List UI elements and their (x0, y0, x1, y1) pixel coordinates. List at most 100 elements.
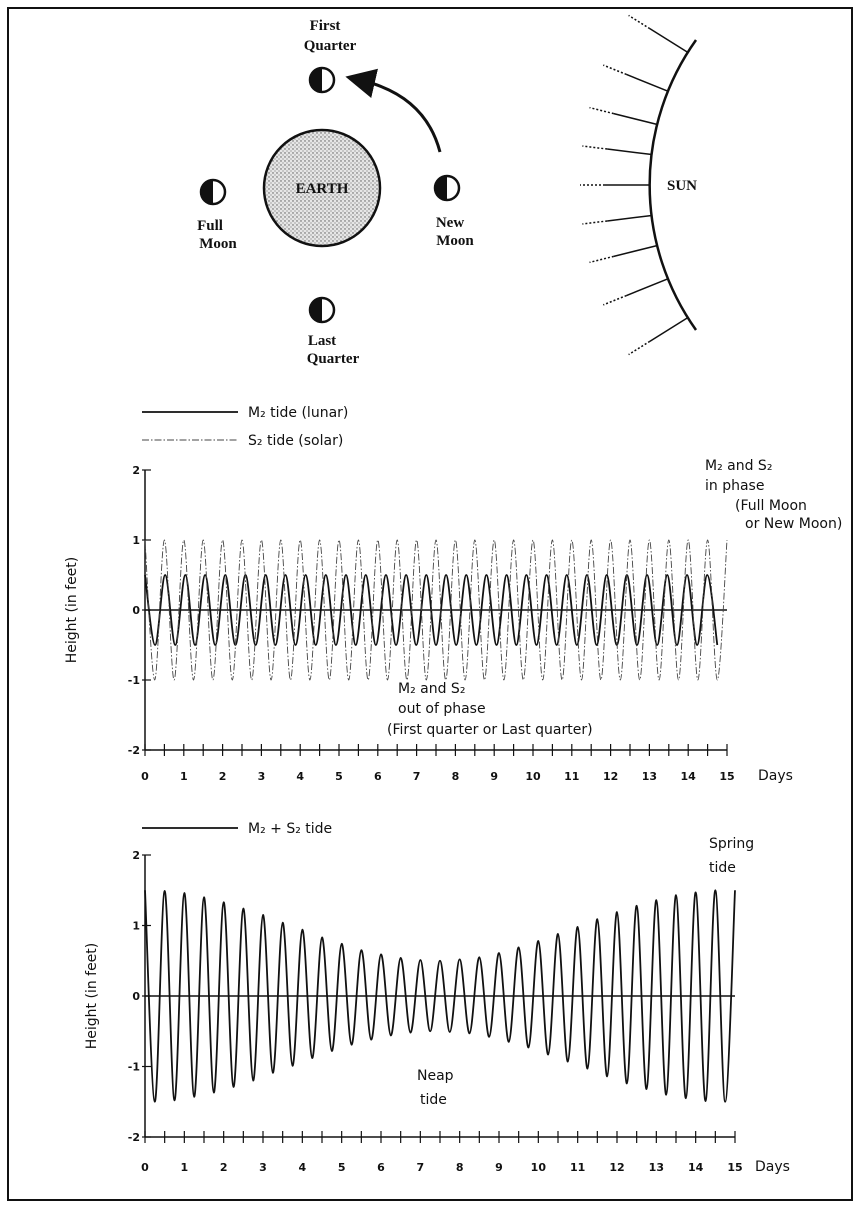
x-tick-label: 1 (180, 770, 188, 783)
label: SUN (667, 178, 697, 194)
ray-tip (603, 294, 627, 306)
ray (626, 73, 669, 93)
x-tick-label: 4 (299, 1161, 307, 1174)
x-tick-label: 15 (727, 1161, 742, 1174)
y-tick-label: -1 (128, 674, 140, 687)
x-tick-label: 6 (377, 1161, 385, 1174)
y-tick-label: -2 (128, 1131, 140, 1144)
x-tick-label: 11 (564, 770, 579, 783)
x-tick-label: 14 (681, 770, 697, 783)
annotation: (First quarter or Last quarter) (387, 722, 593, 738)
x-tick-label: 3 (258, 770, 266, 783)
x-axis-title: Days (758, 768, 793, 784)
y-axis-title: Height (in feet) (84, 943, 100, 1050)
annotation: (Full Moon (735, 498, 807, 514)
frame (7, 7, 853, 1201)
x-tick-label: 15 (719, 770, 734, 783)
label: Quarter (304, 38, 357, 54)
label: Quarter (307, 351, 360, 367)
earth (262, 128, 382, 248)
y-tick-label: 2 (132, 464, 140, 477)
tide-line (144, 889, 736, 1103)
annotation: out of phase (398, 701, 486, 717)
ray-tip (603, 64, 627, 76)
y-tick-label: 1 (132, 920, 140, 933)
y-tick-label: -1 (128, 1061, 140, 1074)
x-tick-label: 2 (219, 770, 227, 783)
moon-shadow (310, 298, 322, 322)
annotation: or New Moon) (745, 516, 842, 532)
label: Full (197, 218, 223, 234)
x-tick-label: 8 (452, 770, 460, 783)
ray-tip (589, 255, 614, 264)
y-tick-label: 2 (132, 849, 140, 862)
orbit-arrow (345, 68, 442, 153)
label: Moon (436, 233, 474, 249)
ray-tip (628, 340, 651, 356)
moons (199, 66, 461, 324)
x-tick-label: 1 (181, 1161, 189, 1174)
y-tick-label: 1 (132, 534, 140, 547)
ray-tip (589, 106, 614, 115)
x-tick-label: 4 (296, 770, 304, 783)
ray-tip (582, 145, 608, 150)
ray-tip (582, 220, 608, 225)
y-tick-label: 0 (132, 990, 140, 1003)
x-tick-label: 13 (649, 1161, 664, 1174)
label: EARTH (296, 181, 349, 197)
ray (626, 277, 669, 297)
ray (649, 28, 689, 54)
x-tick-label: 8 (456, 1161, 464, 1174)
x-tick-label: 7 (417, 1161, 425, 1174)
x-tick-label: 9 (490, 770, 498, 783)
tide-line (144, 539, 728, 681)
x-tick-label: 3 (259, 1161, 267, 1174)
ray (607, 148, 652, 156)
moon-shadow (310, 68, 322, 92)
legend-label: M₂ tide (lunar) (248, 405, 348, 421)
x-tick-label: 5 (335, 770, 343, 783)
y-tick-label: 0 (132, 604, 140, 617)
x-tick-label: 13 (642, 770, 657, 783)
label: Moon (199, 236, 237, 252)
y-tick-label: -2 (128, 744, 140, 757)
label: First (310, 18, 341, 34)
annotation: tide (420, 1092, 447, 1108)
x-tick-label: 2 (220, 1161, 228, 1174)
label: Last (308, 333, 336, 349)
x-tick-label: 12 (603, 770, 618, 783)
ray (649, 316, 689, 342)
label: New (436, 215, 464, 231)
ray (613, 244, 658, 258)
ray (607, 214, 652, 222)
legend-label: M₂ + S₂ tide (248, 821, 332, 837)
legend-label: S₂ tide (solar) (248, 433, 343, 449)
x-axis-title: Days (755, 1159, 790, 1175)
phase-diagram: First Quarter EARTH Full Moon New Moon L… (197, 14, 697, 367)
x-tick-label: 12 (609, 1161, 624, 1174)
x-tick-label: 0 (141, 1161, 149, 1174)
sun-rays (580, 14, 689, 356)
x-tick-label: 10 (525, 770, 541, 783)
x-tick-label: 11 (570, 1161, 585, 1174)
annotation: Spring (709, 836, 754, 852)
x-tick-label: 5 (338, 1161, 346, 1174)
ray (613, 112, 658, 126)
x-tick-label: 0 (141, 770, 149, 783)
x-tick-label: 10 (531, 1161, 547, 1174)
annotation: Neap (417, 1068, 454, 1084)
x-tick-label: 6 (374, 770, 382, 783)
annotation: M₂ and S₂ (398, 681, 465, 697)
annotation: tide (709, 860, 736, 876)
x-tick-label: 14 (688, 1161, 704, 1174)
annotation: M₂ and S₂ (705, 458, 772, 474)
moon-shadow (435, 176, 447, 200)
ray-tip (628, 14, 651, 30)
x-tick-label: 7 (413, 770, 421, 783)
moon-shadow (201, 180, 213, 204)
annotation: in phase (705, 478, 764, 494)
x-tick-label: 9 (495, 1161, 503, 1174)
y-axis-title: Height (in feet) (64, 557, 80, 664)
